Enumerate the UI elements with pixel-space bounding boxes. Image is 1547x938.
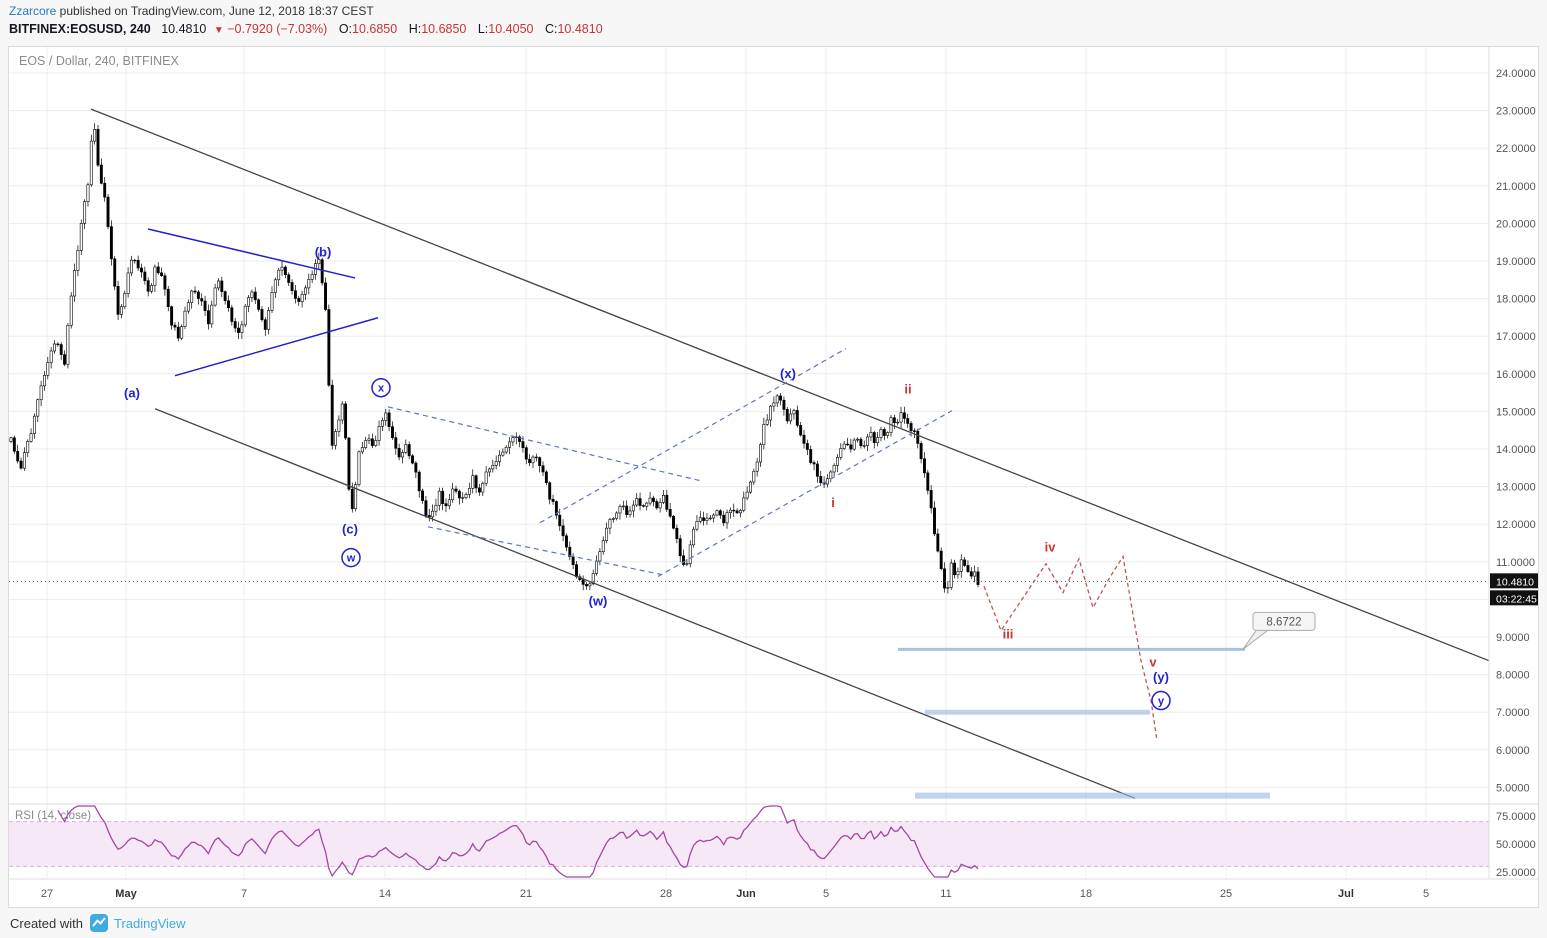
svg-text:21: 21: [520, 888, 532, 900]
svg-text:75.0000: 75.0000: [1496, 811, 1536, 823]
svg-text:23.0000: 23.0000: [1496, 106, 1536, 118]
svg-text:Jun: Jun: [736, 888, 756, 900]
open-value: 10.6850: [352, 22, 398, 36]
footer-bar: Created with TradingView: [10, 910, 186, 936]
svg-text:18: 18: [1080, 888, 1092, 900]
price-chart[interactable]: 8.6722(a)(b)(c)wx(w)(x)iiiiiiivv(y)yEOS …: [9, 47, 1538, 907]
svg-text:iii: iii: [1003, 626, 1014, 641]
svg-text:20.0000: 20.0000: [1496, 218, 1536, 230]
svg-text:21.0000: 21.0000: [1496, 181, 1536, 193]
price-change: −0.7920 (−7.03%): [227, 22, 328, 36]
svg-text:6.0000: 6.0000: [1496, 745, 1530, 757]
svg-text:24.0000: 24.0000: [1496, 68, 1536, 80]
svg-text:7: 7: [241, 888, 247, 900]
svg-text:12.0000: 12.0000: [1496, 519, 1536, 531]
svg-text:ii: ii: [904, 382, 911, 397]
svg-text:50.0000: 50.0000: [1496, 839, 1536, 851]
svg-text:7.0000: 7.0000: [1496, 707, 1530, 719]
svg-text:8.0000: 8.0000: [1496, 670, 1530, 682]
svg-text:(x): (x): [780, 366, 796, 381]
tradingview-logo-icon: [89, 914, 108, 932]
svg-text:5.0000: 5.0000: [1496, 782, 1530, 794]
svg-text:Jul: Jul: [1338, 888, 1354, 900]
svg-text:11: 11: [940, 888, 951, 900]
down-arrow-icon: ▼: [213, 25, 224, 36]
svg-text:11.0000: 11.0000: [1496, 557, 1535, 569]
attribution-text: published on TradingView.com, June 12, 2…: [56, 4, 374, 18]
svg-text:25.0000: 25.0000: [1496, 867, 1536, 879]
svg-text:18.0000: 18.0000: [1496, 294, 1536, 306]
svg-text:10.4810: 10.4810: [1496, 576, 1534, 588]
tradingview-brand-link[interactable]: TradingView: [113, 915, 186, 931]
svg-text:13.0000: 13.0000: [1496, 482, 1536, 494]
svg-text:16.0000: 16.0000: [1496, 369, 1536, 381]
low-value: 10.4050: [488, 22, 534, 36]
svg-text:03:22:45: 03:22:45: [1496, 593, 1537, 605]
svg-text:iv: iv: [1045, 540, 1057, 555]
svg-text:8.6722: 8.6722: [1266, 616, 1301, 628]
svg-text:(w): (w): [589, 594, 608, 609]
svg-text:EOS / Dollar, 240, BITFINEX: EOS / Dollar, 240, BITFINEX: [19, 54, 179, 68]
svg-text:x: x: [378, 383, 385, 395]
svg-text:(c): (c): [342, 521, 358, 536]
svg-text:y: y: [1158, 696, 1165, 708]
svg-text:(b): (b): [315, 245, 332, 260]
low-label: L:: [477, 22, 489, 36]
close-label: C:: [544, 22, 558, 36]
svg-text:5: 5: [823, 888, 829, 900]
svg-text:(a): (a): [124, 386, 140, 401]
svg-text:15.0000: 15.0000: [1496, 406, 1536, 418]
last-price-value: 10.4810: [161, 22, 207, 36]
svg-text:9.0000: 9.0000: [1496, 632, 1530, 644]
open-label: O:: [338, 22, 353, 36]
svg-text:14.0000: 14.0000: [1496, 444, 1536, 456]
svg-text:27: 27: [41, 888, 53, 900]
svg-text:25: 25: [1220, 888, 1232, 900]
svg-text:RSI (14, close): RSI (14, close): [15, 810, 91, 822]
symbol-name[interactable]: BITFINEX:EOSUSD, 240: [9, 22, 151, 36]
high-value: 10.6850: [421, 22, 467, 36]
svg-text:May: May: [115, 888, 137, 900]
author-link[interactable]: Zzarcore: [9, 4, 57, 18]
svg-text:14: 14: [379, 888, 391, 900]
symbol-bar: BITFINEX:EOSUSD, 240 10.4810 ▼ −0.7920 (…: [9, 22, 603, 36]
svg-text:28: 28: [660, 888, 672, 900]
attribution-bar: Zzarcore published on TradingView.com, J…: [9, 4, 374, 18]
svg-text:w: w: [346, 553, 356, 565]
svg-text:17.0000: 17.0000: [1496, 331, 1536, 343]
svg-text:19.0000: 19.0000: [1496, 256, 1536, 268]
high-label: H:: [408, 22, 422, 36]
svg-text:v: v: [1149, 655, 1157, 670]
created-with-text: Created with: [10, 915, 83, 931]
svg-text:(y): (y): [1153, 670, 1169, 685]
chart-frame: 8.6722 (a) (b) (c) w x (w) (x) i ii iii iv v (y) y EOS …: [8, 46, 1539, 908]
close-value: 10.4810: [557, 22, 603, 36]
svg-text:5: 5: [1423, 888, 1429, 900]
svg-text:22.0000: 22.0000: [1496, 143, 1536, 155]
svg-text:i: i: [831, 495, 835, 510]
